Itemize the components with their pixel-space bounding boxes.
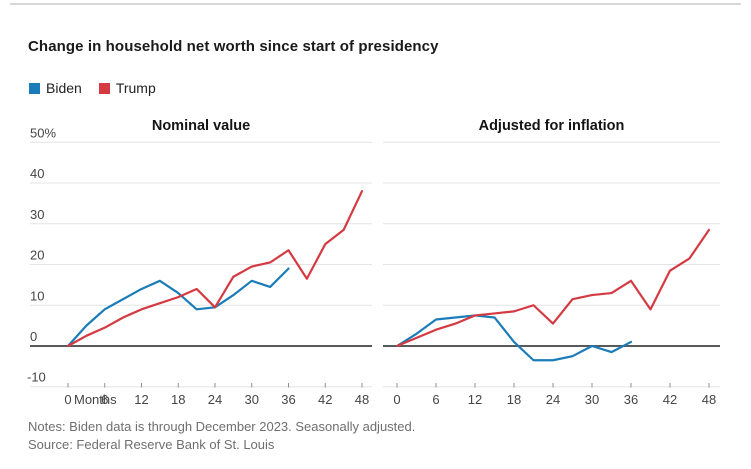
svg-text:20: 20 — [30, 248, 44, 263]
svg-text:12: 12 — [134, 392, 148, 407]
svg-text:24: 24 — [208, 392, 222, 407]
svg-text:36: 36 — [624, 392, 638, 407]
legend-label-trump: Trump — [115, 80, 156, 96]
svg-text:42: 42 — [318, 392, 332, 407]
legend-label-biden: Biden — [46, 80, 82, 96]
svg-text:6: 6 — [432, 392, 439, 407]
svg-text:42: 42 — [663, 392, 677, 407]
trump-color-swatch — [98, 82, 110, 94]
svg-text:6: 6 — [101, 392, 108, 407]
svg-text:12: 12 — [468, 392, 482, 407]
svg-text:Months: Months — [74, 392, 117, 407]
legend: Biden Trump — [29, 80, 156, 96]
svg-text:0: 0 — [64, 392, 71, 407]
svg-text:Adjusted for inflation: Adjusted for inflation — [479, 118, 625, 134]
svg-text:0: 0 — [30, 329, 37, 344]
svg-text:18: 18 — [171, 392, 185, 407]
biden-color-swatch — [29, 82, 40, 94]
svg-text:50%: 50% — [30, 125, 56, 140]
legend-item-biden: Biden — [29, 80, 82, 96]
legend-item-trump: Trump — [98, 80, 156, 96]
svg-text:0: 0 — [393, 392, 400, 407]
svg-text:48: 48 — [355, 392, 369, 407]
top-rule — [10, 3, 741, 5]
svg-text:10: 10 — [30, 288, 44, 303]
svg-text:30: 30 — [585, 392, 599, 407]
chart-notes: Notes: Biden data is through December 20… — [28, 419, 416, 434]
chart-source: Source: Federal Reserve Bank of St. Loui… — [28, 437, 275, 452]
svg-text:Nominal value: Nominal value — [152, 118, 250, 134]
svg-text:24: 24 — [546, 392, 560, 407]
svg-text:-10: -10 — [27, 370, 46, 385]
footnotes: Notes: Biden data is through December 20… — [28, 418, 415, 454]
svg-text:40: 40 — [30, 166, 44, 181]
svg-text:48: 48 — [702, 392, 716, 407]
page-title: Change in household net worth since star… — [28, 38, 439, 55]
svg-text:30: 30 — [245, 392, 259, 407]
svg-text:30: 30 — [30, 207, 44, 222]
svg-text:18: 18 — [507, 392, 521, 407]
svg-text:36: 36 — [281, 392, 295, 407]
